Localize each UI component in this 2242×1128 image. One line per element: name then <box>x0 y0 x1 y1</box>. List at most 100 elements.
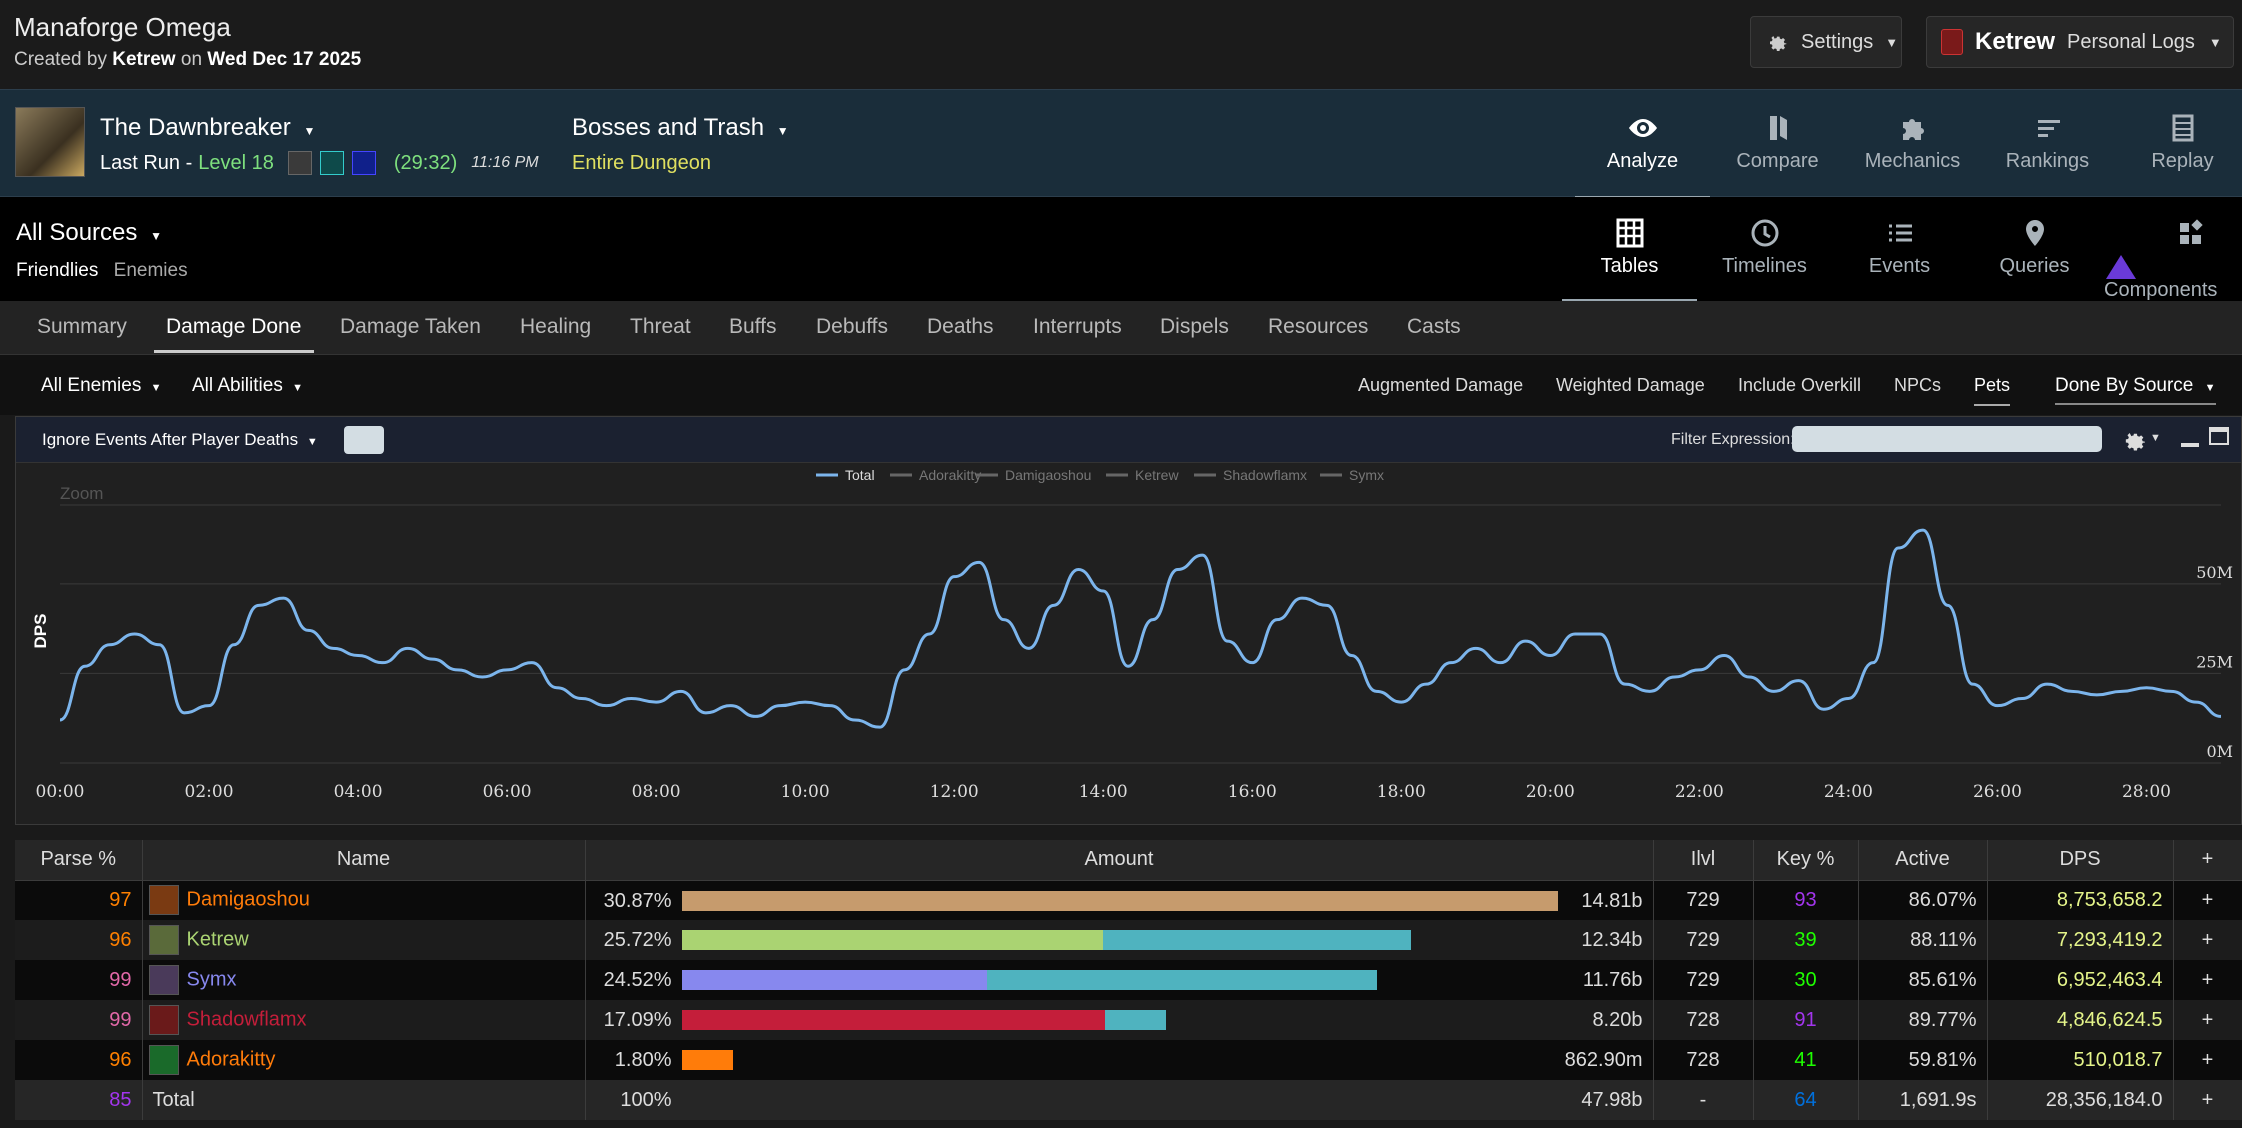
chevron-down-icon[interactable]: ▼ <box>2150 432 2161 444</box>
expand-row-button[interactable]: + <box>2173 960 2242 1000</box>
legend-item[interactable]: Ketrew <box>1135 467 1179 483</box>
nav-replay[interactable]: Replay <box>2115 90 2242 198</box>
tab-buffs[interactable]: Buffs <box>729 315 777 338</box>
ignore-events-label: Ignore Events After Player Deaths <box>42 430 299 449</box>
pets-toggle[interactable]: Pets <box>1974 375 2011 406</box>
class-icon <box>148 925 179 955</box>
tab-interrupts[interactable]: Interrupts <box>1033 315 1122 338</box>
fight-filter-selector[interactable]: Bosses and Trash ▼ <box>572 114 789 142</box>
player-name[interactable]: Ketrew <box>186 928 249 951</box>
player-name[interactable]: Damigaoshou <box>186 888 310 911</box>
col-amount[interactable]: Amount <box>585 840 1654 881</box>
analysis-tabs: Summary Damage Done Damage Taken Healing… <box>0 301 2242 355</box>
tab-casts[interactable]: Casts <box>1407 315 1461 338</box>
mode-tables[interactable]: Tables <box>1562 197 1697 301</box>
nav-compare[interactable]: Compare <box>1710 90 1845 198</box>
name-cell[interactable]: Shadowflamx <box>142 1000 586 1040</box>
legend-item[interactable]: Symx <box>1349 467 1384 483</box>
expand-row-button[interactable]: + <box>2173 880 2242 920</box>
ignore-events-dropdown[interactable]: Ignore Events After Player Deaths ▼ <box>42 430 318 450</box>
user-menu-button[interactable]: Ketrew Personal Logs ▼ <box>1926 16 2234 68</box>
col-ilvl[interactable]: Ilvl <box>1653 840 1754 881</box>
player-name[interactable]: Symx <box>186 968 237 991</box>
nav-analyze[interactable]: Analyze <box>1575 90 1710 198</box>
active-tab-indicator <box>154 350 314 353</box>
name-cell[interactable]: Damigaoshou <box>142 880 586 920</box>
col-parse[interactable]: Parse % <box>15 840 143 881</box>
table-row[interactable]: 99 Symx 24.52% 11.76b 729 30 85.61% 6,952,463.4… <box>15 960 2242 1000</box>
nav-mechanics[interactable]: Mechanics <box>1845 90 1980 198</box>
amount-value: 11.76b <box>1582 969 1643 991</box>
sources-selector[interactable]: All Sources ▼ <box>16 219 162 247</box>
mode-components[interactable]: Components <box>2102 197 2242 301</box>
table-row[interactable]: 96 Adorakitty 1.80% 862.90m 728 41 59.81% 510,0… <box>15 1040 2242 1080</box>
total-dps: 28,356,184.0 <box>1987 1080 2174 1120</box>
tab-healing[interactable]: Healing <box>520 315 592 338</box>
settings-button[interactable]: Settings ▼ <box>1750 16 1902 68</box>
mode-timelines[interactable]: Timelines <box>1697 197 1832 301</box>
mode-queries[interactable]: Queries <box>1967 197 2102 301</box>
table-row[interactable]: 96 Ketrew 25.72% 12.34b 729 39 88.11% 7,293,419… <box>15 920 2242 960</box>
augmented-damage-toggle[interactable]: Augmented Damage <box>1358 375 1524 395</box>
include-overkill-toggle[interactable]: Include Overkill <box>1738 375 1862 395</box>
tab-damage-taken[interactable]: Damage Taken <box>340 315 481 338</box>
player-name[interactable]: Adorakitty <box>186 1048 276 1071</box>
amount-pct: 30.87% <box>603 889 672 912</box>
x-tick-label: 04:00 <box>334 782 383 802</box>
author-name[interactable]: Ketrew <box>112 49 176 70</box>
name-cell[interactable]: Ketrew <box>142 920 586 960</box>
tab-damage-done[interactable]: Damage Done <box>166 315 302 338</box>
clock-icon <box>1751 219 1778 247</box>
table-row[interactable]: 99 Shadowflamx 17.09% 8.20b 728 91 89.77% 4,846… <box>15 1000 2242 1040</box>
minimize-icon[interactable] <box>2181 443 2199 447</box>
tab-resources[interactable]: Resources <box>1268 315 1369 338</box>
legend-item[interactable]: Damigaoshou <box>1005 467 1091 483</box>
filter-expression-input[interactable] <box>1792 426 2102 452</box>
amount-cell: 24.52% 11.76b <box>585 960 1654 1000</box>
col-add[interactable]: + <box>2173 840 2242 881</box>
player-name[interactable]: Shadowflamx <box>186 1008 307 1031</box>
tab-summary[interactable]: Summary <box>37 315 127 338</box>
legend-item[interactable]: Total <box>845 467 875 483</box>
puzzle-icon <box>1902 119 1924 140</box>
enemies-filter[interactable]: All Enemies ▼ <box>41 375 162 397</box>
chart-toolbar: Ignore Events After Player Deaths ▼ Filt… <box>16 417 2241 463</box>
col-name[interactable]: Name <box>142 840 586 881</box>
table-row[interactable]: 97 Damigaoshou 30.87% 14.81b 729 93 86.07% 8,75… <box>15 880 2242 920</box>
legend-item[interactable]: Shadowflamx <box>1223 467 1307 483</box>
key-cell: 39 <box>1753 920 1859 960</box>
expand-row-button[interactable]: + <box>2173 920 2242 960</box>
gear-icon[interactable] <box>2120 426 2148 454</box>
expand-total-button[interactable]: + <box>2173 1080 2242 1120</box>
expand-row-button[interactable]: + <box>2173 1000 2242 1040</box>
tab-deaths[interactable]: Deaths <box>927 315 994 338</box>
col-key[interactable]: Key % <box>1753 840 1859 881</box>
chevron-down-icon: ▼ <box>150 382 162 394</box>
mode-events[interactable]: Events <box>1832 197 1967 301</box>
friendlies-option[interactable]: Friendlies <box>16 260 99 281</box>
total-parse: 85 <box>15 1080 143 1120</box>
affix-icon <box>319 151 344 175</box>
maximize-icon[interactable] <box>2209 427 2229 445</box>
npcs-toggle[interactable]: NPCs <box>1894 375 1942 395</box>
ignore-events-toggle[interactable] <box>344 426 384 454</box>
abilities-filter[interactable]: All Abilities ▼ <box>192 375 303 397</box>
col-dps[interactable]: DPS <box>1987 840 2174 881</box>
weighted-damage-toggle[interactable]: Weighted Damage <box>1556 375 1705 395</box>
amount-bar <box>681 1010 1167 1030</box>
col-active[interactable]: Active <box>1858 840 1988 881</box>
name-cell[interactable]: Symx <box>142 960 586 1000</box>
expand-row-button[interactable]: + <box>2173 1040 2242 1080</box>
enemies-option[interactable]: Enemies <box>113 260 188 281</box>
tab-dispels[interactable]: Dispels <box>1160 315 1229 338</box>
legend-item[interactable]: Adorakitty <box>919 467 981 483</box>
dungeon-selector[interactable]: The Dawnbreaker ▼ <box>100 114 315 142</box>
tab-threat[interactable]: Threat <box>630 315 691 338</box>
name-cell[interactable]: Adorakitty <box>142 1040 586 1080</box>
fight-filter-sub[interactable]: Entire Dungeon <box>572 152 711 174</box>
tab-debuffs[interactable]: Debuffs <box>816 315 888 338</box>
done-by-source-selector[interactable]: Done By Source ▼ <box>2055 375 2216 405</box>
eye-icon <box>1628 119 1657 137</box>
nav-rankings[interactable]: Rankings <box>1980 90 2115 198</box>
total-amount: 47.98b <box>1581 1089 1643 1111</box>
